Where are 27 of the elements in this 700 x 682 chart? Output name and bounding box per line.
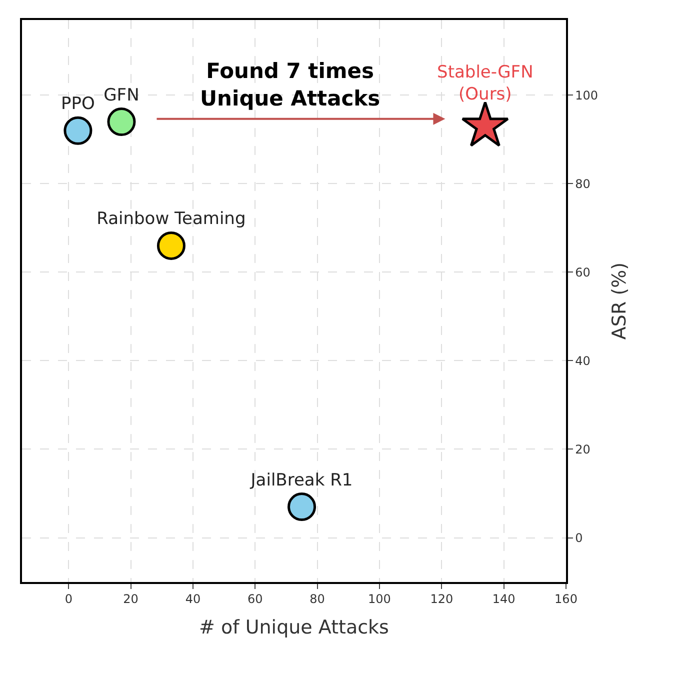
y-tick-label: 0	[575, 530, 583, 545]
annotation: Found 7 times Unique Attacks	[200, 59, 380, 110]
series-label: GFN	[104, 85, 140, 106]
y-axis-title: ASR (%)	[608, 262, 630, 340]
x-tick-label: 120	[430, 592, 454, 606]
x-tick-label: 100	[368, 592, 391, 606]
series-label: Rainbow Teaming	[96, 209, 246, 230]
point	[156, 231, 186, 260]
series-label: JailBreak R1	[250, 470, 353, 490]
y-tick-label: 20	[575, 442, 590, 456]
x-tick-label: 60	[248, 592, 263, 606]
point	[288, 492, 316, 522]
point	[64, 116, 92, 145]
x-axis-title: # of Unique Attacks	[199, 616, 389, 638]
x-tick-label: 80	[310, 592, 325, 606]
y-tick-label: 80	[575, 176, 590, 191]
y-tick-label: 100	[575, 88, 598, 102]
x-tick-label: 40	[185, 592, 201, 606]
x-tick-label: 0	[64, 592, 72, 606]
x-tick-label: 160	[554, 592, 578, 606]
point	[107, 108, 136, 136]
x-tick-label: 20	[123, 592, 138, 606]
y-tick-label: 40	[575, 354, 590, 368]
series-label: PPO	[61, 94, 95, 114]
series-label: Stable-GFN (Ours)	[437, 62, 534, 105]
y-tick-label: 60	[575, 265, 590, 280]
x-tick-label: 140	[492, 592, 516, 606]
